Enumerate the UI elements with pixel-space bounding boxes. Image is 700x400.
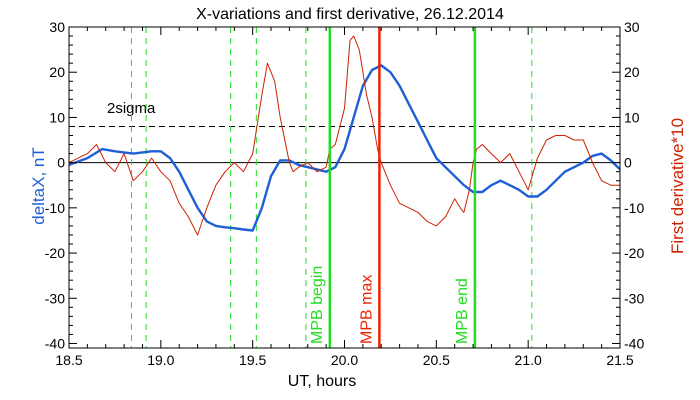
y-right-tick-label-4: -10 <box>624 200 644 216</box>
x-axis-label: UT, hours <box>288 373 356 390</box>
x-tick-label-1: 19.0 <box>147 352 174 368</box>
chart-title: X-variations and first derivative, 26.12… <box>196 6 504 23</box>
y-left-tick-label-1: 20 <box>49 64 65 80</box>
y-right-tick-label-1: 20 <box>624 64 640 80</box>
y-right-tick-label-3: 0 <box>624 155 632 171</box>
plot-area: MPB begin MPB max MPB end 18.5 19.0 19.5 20.0 2… <box>45 19 645 368</box>
x-tick-label-0: 18.5 <box>55 352 82 368</box>
y-left-tick-label-6: -30 <box>45 290 65 306</box>
y-left-tick-label-2: 10 <box>49 109 65 125</box>
y-right-tick-label-0: 30 <box>624 19 640 35</box>
x-tick-label-5: 21.0 <box>515 352 542 368</box>
solid-marker-label-0: MPB begin <box>309 266 326 344</box>
y-left-tick-label-5: -20 <box>45 245 65 261</box>
y-left-tick-label-7: -40 <box>45 335 65 351</box>
x-tick-label-2: 19.5 <box>239 352 266 368</box>
y-right-tick-label-2: 10 <box>624 109 640 125</box>
y-left-tick-label-3: 0 <box>57 155 65 171</box>
right-axis-label: First derivative*10 <box>668 118 687 254</box>
solid-marker-label-1: MPB max <box>358 275 375 344</box>
y-right-tick-label-7: -40 <box>624 335 644 351</box>
y-right-tick-label-5: -20 <box>624 245 644 261</box>
x-tick-label-6: 21.5 <box>606 352 633 368</box>
y-left-tick-label-4: -10 <box>45 200 65 216</box>
x-tick-label-4: 20.5 <box>423 352 450 368</box>
solid-marker-label-2: MPB end <box>454 278 471 344</box>
plot-frame <box>69 27 620 348</box>
x-tick-label-3: 20.0 <box>331 352 358 368</box>
y-right-tick-label-6: -30 <box>624 290 644 306</box>
series-deltaX <box>69 65 620 230</box>
y-left-tick-label-0: 30 <box>49 19 65 35</box>
series-derivative <box>69 36 620 235</box>
